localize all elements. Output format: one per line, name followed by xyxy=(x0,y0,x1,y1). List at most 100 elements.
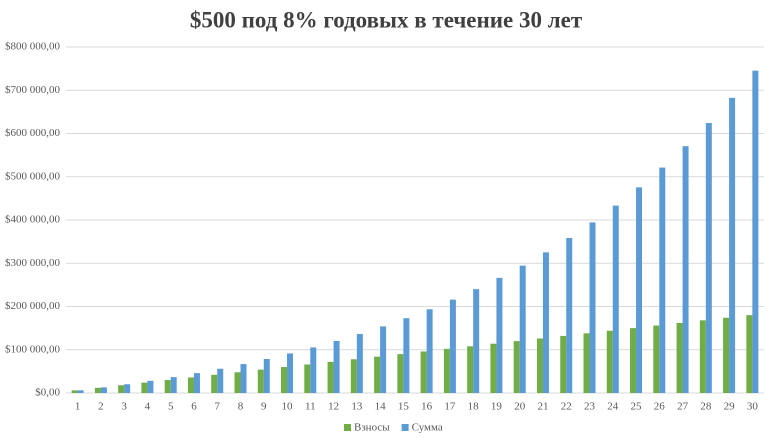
bar xyxy=(281,367,288,393)
legend-swatch xyxy=(401,424,409,431)
bar xyxy=(630,328,637,393)
x-tick-label: 13 xyxy=(351,401,363,413)
bar xyxy=(513,341,520,393)
bar xyxy=(287,353,294,393)
bar xyxy=(606,330,613,393)
bar xyxy=(304,364,311,393)
bar xyxy=(170,377,177,393)
x-tick-label: 22 xyxy=(561,401,572,413)
x-tick-label: 25 xyxy=(631,401,643,413)
bar xyxy=(193,373,200,393)
bar xyxy=(705,122,712,394)
bar xyxy=(187,377,194,393)
x-tick-label: 16 xyxy=(421,401,433,413)
bar xyxy=(676,322,683,393)
bar xyxy=(211,374,218,393)
bar xyxy=(94,387,101,393)
bar xyxy=(240,364,247,393)
bar xyxy=(659,167,666,393)
bar xyxy=(118,385,125,393)
x-tick-label: 8 xyxy=(238,401,244,413)
bar xyxy=(124,384,131,393)
y-tick-label: $300 000,00 xyxy=(5,257,61,269)
bar xyxy=(100,387,107,393)
x-tick-label: 26 xyxy=(654,401,666,413)
bar xyxy=(467,346,474,393)
bar xyxy=(147,380,154,393)
x-tick-label: 20 xyxy=(514,401,526,413)
bar xyxy=(217,368,224,393)
bar xyxy=(536,338,543,393)
bar xyxy=(699,320,706,393)
bar xyxy=(141,382,148,393)
x-tick-label: 1 xyxy=(75,401,81,413)
bar xyxy=(583,333,590,393)
x-tick-label: 15 xyxy=(398,401,410,413)
legend-swatch xyxy=(344,424,351,431)
x-tick-label: 30 xyxy=(747,401,759,413)
bar xyxy=(589,222,596,393)
y-tick-label: $800 000,00 xyxy=(5,41,61,53)
y-tick-label: $600 000,00 xyxy=(5,127,61,139)
x-tick-label: 11 xyxy=(305,401,316,413)
bar xyxy=(682,146,689,393)
y-tick-label: $500 000,00 xyxy=(5,170,61,182)
bar xyxy=(443,348,450,393)
x-tick-label: 19 xyxy=(491,401,503,413)
x-tick-label: 3 xyxy=(121,401,127,413)
x-tick-label: 9 xyxy=(261,401,267,413)
bar xyxy=(356,333,363,393)
chart-title: $500 под 8% годовых в течение 30 лет xyxy=(190,7,583,32)
x-tick-label: 5 xyxy=(168,401,174,413)
bar xyxy=(397,354,404,393)
bar xyxy=(350,359,357,393)
bar xyxy=(636,187,643,393)
bar xyxy=(473,289,480,393)
x-tick-label: 2 xyxy=(98,401,104,413)
bar xyxy=(746,315,753,393)
x-tick-label: 27 xyxy=(677,401,689,413)
bar xyxy=(374,356,381,393)
x-tick-label: 29 xyxy=(724,401,736,413)
x-tick-label: 21 xyxy=(537,401,548,413)
bar xyxy=(542,252,549,393)
y-tick-label: $200 000,00 xyxy=(5,300,61,312)
x-tick-label: 4 xyxy=(145,401,151,413)
bar xyxy=(729,97,736,393)
bar xyxy=(234,372,241,393)
bar xyxy=(263,358,270,393)
y-tick-label: $0,00 xyxy=(35,387,60,399)
x-tick-label: 23 xyxy=(584,401,596,413)
x-tick-label: 18 xyxy=(468,401,480,413)
y-tick-label: $100 000,00 xyxy=(5,343,61,355)
legend-label: Взносы xyxy=(354,422,390,434)
bar xyxy=(164,380,171,393)
x-tick-label: 7 xyxy=(214,401,220,413)
x-tick-label: 6 xyxy=(191,401,197,413)
bar xyxy=(496,277,503,393)
x-tick-label: 24 xyxy=(607,401,619,413)
x-tick-label: 17 xyxy=(444,401,456,413)
bar xyxy=(257,369,264,393)
bar xyxy=(327,361,334,393)
y-tick-label: $400 000,00 xyxy=(5,214,61,226)
bar xyxy=(723,317,730,393)
legend-label: Сумма xyxy=(412,422,443,434)
y-tick-label: $700 000,00 xyxy=(5,84,61,96)
x-tick-label: 12 xyxy=(328,401,339,413)
x-tick-label: 10 xyxy=(282,401,294,413)
bar xyxy=(560,335,567,393)
bar xyxy=(426,309,433,393)
bar xyxy=(519,265,526,393)
bar xyxy=(449,299,456,393)
bar xyxy=(71,390,78,393)
bar xyxy=(752,70,759,394)
bar xyxy=(333,340,340,393)
x-tick-label: 14 xyxy=(375,401,387,413)
x-tick-label: 28 xyxy=(700,401,712,413)
bar xyxy=(612,205,619,393)
bar xyxy=(490,343,497,393)
bar xyxy=(310,347,317,393)
bar xyxy=(77,390,84,393)
